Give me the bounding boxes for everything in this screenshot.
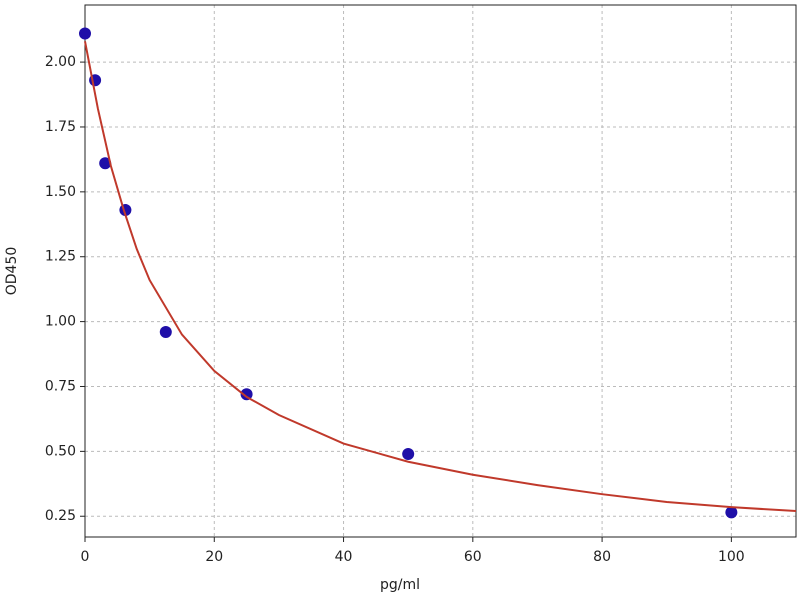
y-axis-label: OD450: [4, 247, 20, 296]
data-point: [725, 506, 738, 519]
y-tick-label: 0.25: [45, 508, 76, 524]
x-tick-label: 100: [718, 549, 745, 565]
x-axis-label: pg/ml: [380, 577, 420, 593]
data-point: [99, 157, 112, 170]
data-point: [402, 447, 415, 460]
x-tick-label: 0: [81, 549, 90, 565]
y-tick-label: 1.00: [45, 314, 76, 330]
plot-frame: [84, 4, 797, 538]
y-tick-label: 1.75: [45, 119, 76, 135]
y-tick-label: 1.25: [45, 249, 76, 265]
x-tick-label: 40: [335, 549, 353, 565]
data-point: [240, 388, 253, 401]
y-tick-label: 0.75: [45, 378, 76, 394]
x-tick-label: 20: [205, 549, 223, 565]
y-tick-label: 2.00: [45, 54, 76, 70]
x-tick-label: 80: [593, 549, 611, 565]
x-tick-label: 60: [464, 549, 482, 565]
fit-curve: [84, 41, 797, 513]
data-point: [159, 325, 172, 338]
y-tick-label: 0.50: [45, 443, 76, 459]
data-point: [79, 27, 91, 40]
y-tick-label: 1.50: [45, 184, 76, 200]
